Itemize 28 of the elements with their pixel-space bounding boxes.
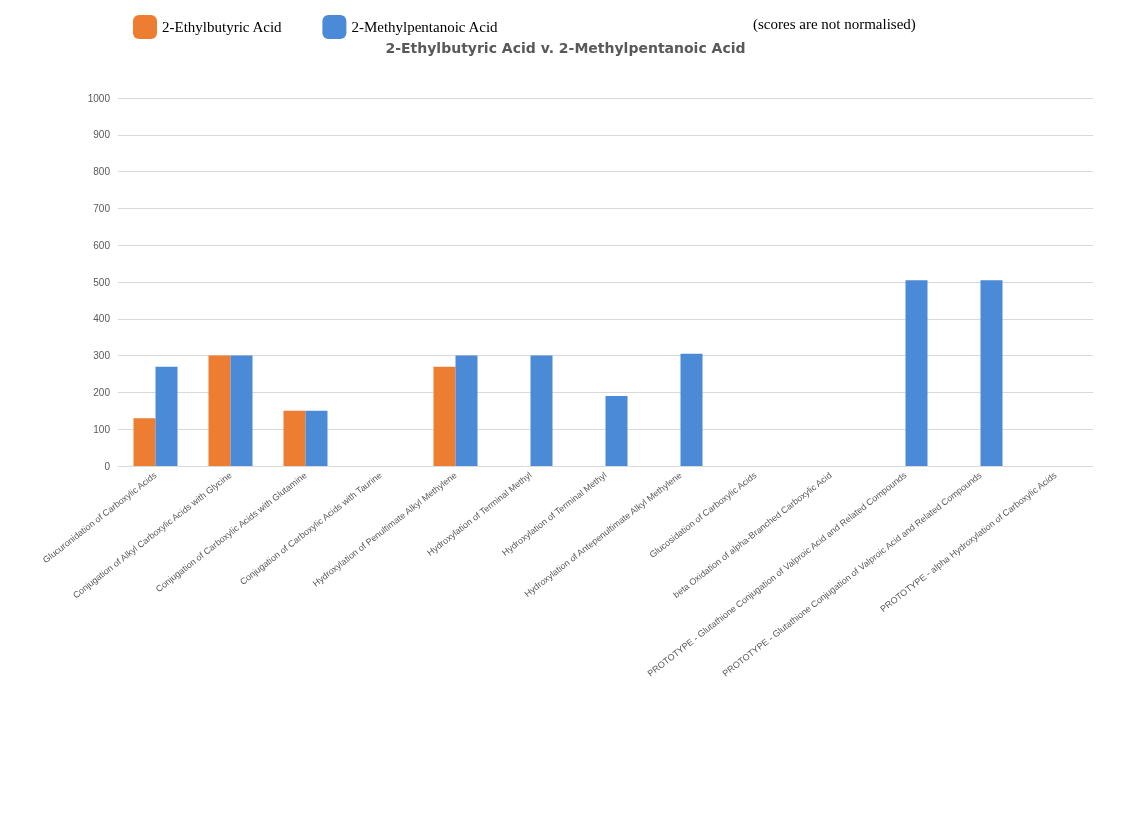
bar	[605, 396, 628, 466]
y-tick-label: 200	[93, 386, 111, 398]
bar	[230, 355, 253, 466]
legend-label: 2-Ethylbutyric Acid	[162, 19, 283, 35]
bar	[283, 410, 306, 466]
bar	[530, 355, 553, 466]
text: (scores are not normalised)	[753, 15, 916, 33]
y-tick-label: 700	[93, 202, 111, 214]
bar	[905, 280, 928, 466]
bar	[208, 355, 231, 466]
y-tick-label: 1000	[87, 92, 111, 104]
y-tick-label: 100	[93, 423, 111, 435]
y-tick-label: 600	[93, 239, 111, 251]
y-tick-label: 800	[93, 166, 111, 178]
y-tick-label: 0	[104, 460, 111, 472]
bar	[980, 280, 1003, 466]
y-tick-label: 500	[93, 276, 111, 288]
bar	[155, 366, 178, 466]
y-tick-label: 300	[93, 350, 111, 362]
chart-title: 2-Ethylbutyric Acid v. 2-Methylpentanoic Acid	[385, 40, 746, 56]
y-tick-label: 900	[93, 129, 111, 141]
bar	[680, 353, 703, 466]
bar	[305, 410, 328, 466]
bar	[133, 418, 156, 466]
bar	[455, 355, 478, 466]
legend-label: 2-Methylpentanoic Acid	[351, 19, 499, 35]
y-tick-label: 400	[93, 313, 111, 325]
bar	[433, 366, 456, 466]
